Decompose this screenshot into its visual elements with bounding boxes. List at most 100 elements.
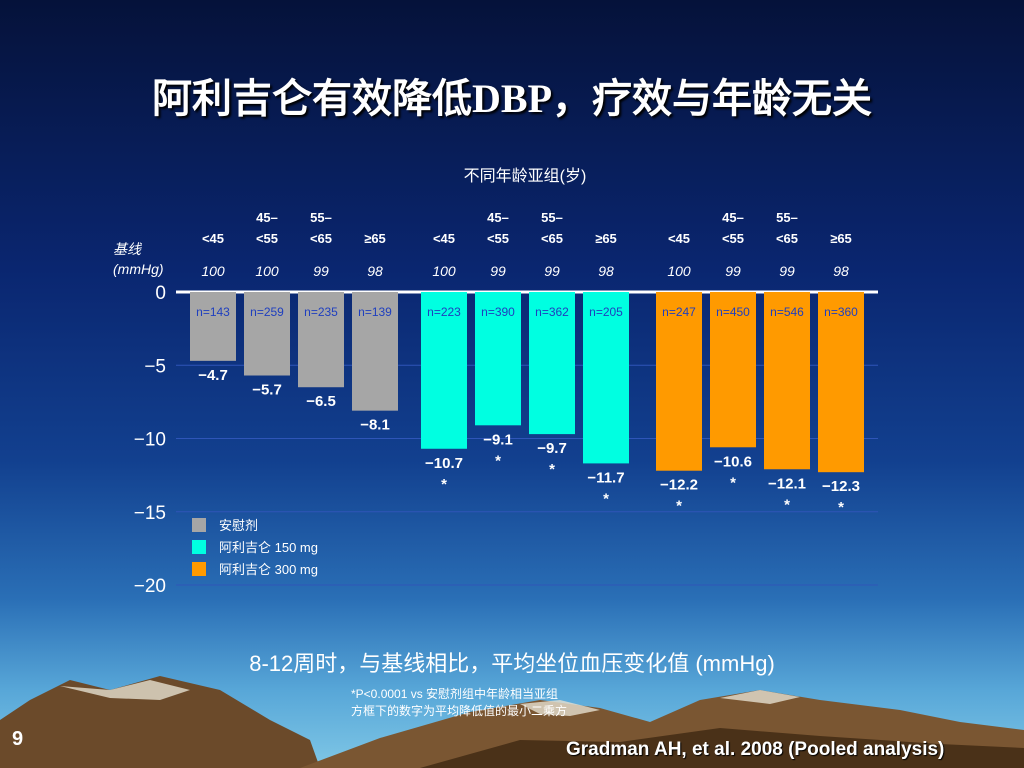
age-group-label: <55 (256, 231, 278, 246)
footnote-line-2: 方框下的数字为平均降低值的最小二乘方 (351, 704, 568, 718)
bar (818, 292, 864, 473)
legend-swatch (192, 562, 206, 576)
age-group-label: <45 (202, 231, 224, 246)
age-group-label: 55– (776, 210, 798, 225)
significance-mark: * (441, 476, 447, 493)
bar (656, 292, 702, 471)
baseline-value: 100 (432, 263, 456, 279)
legend-swatch (192, 518, 206, 532)
baseline-value: 99 (313, 263, 329, 279)
age-group-label: <45 (668, 231, 690, 246)
age-group-label: <65 (776, 231, 798, 246)
value-label: −12.3 (822, 478, 860, 495)
y-tick-label: −15 (134, 503, 166, 524)
baseline-label: 基线 (113, 241, 143, 257)
age-group-label: <55 (487, 231, 509, 246)
bar (352, 292, 398, 411)
baseline-value: 99 (544, 263, 560, 279)
labels-layer: 0 −5 −10 −15 −20 <45 100 n=143 −4.7 45– <55 100 n=25… (134, 210, 860, 597)
significance-mark: * (838, 499, 844, 516)
value-label: −9.7 (537, 440, 567, 457)
legend-label: 阿利吉仑 150 mg (219, 540, 318, 555)
y-tick-label: −5 (144, 356, 166, 377)
legend-label: 阿利吉仑 300 mg (219, 562, 318, 577)
value-label: −10.7 (425, 455, 463, 472)
value-label: −9.1 (483, 431, 513, 448)
citation: Gradman AH, et al. 2008 (Pooled analysis… (566, 739, 945, 760)
bar (298, 292, 344, 388)
legend-label: 安慰剂 (219, 518, 258, 533)
baseline-value: 100 (201, 263, 225, 279)
significance-mark: * (730, 474, 736, 491)
bar (421, 292, 467, 449)
age-group-label: 55– (310, 210, 332, 225)
significance-mark: * (784, 496, 790, 513)
bar (529, 292, 575, 435)
y-tick-label: −20 (134, 576, 166, 597)
age-group-label: <65 (541, 231, 563, 246)
baseline-value: 99 (725, 263, 741, 279)
baseline-value: 98 (367, 263, 383, 279)
significance-mark: * (495, 452, 501, 469)
baseline-value: 98 (598, 263, 614, 279)
bar (764, 292, 810, 470)
n-label: n=362 (535, 305, 569, 319)
grid-layer (176, 290, 878, 586)
footnote: *P<0.0001 vs 安慰剂组中年龄相当亚组 方框下的数字为平均降低值的最小… (351, 686, 567, 720)
age-group-label: <55 (722, 231, 744, 246)
value-label: −4.7 (198, 367, 228, 384)
significance-mark: * (676, 498, 682, 515)
legend-swatch (192, 540, 206, 554)
baseline-value: 100 (667, 263, 691, 279)
baseline-value: 100 (255, 263, 279, 279)
age-group-label: 45– (487, 210, 509, 225)
bar (244, 292, 290, 376)
age-group-label: ≥65 (364, 231, 386, 246)
chart-title: 不同年龄亚组(岁) (464, 167, 587, 185)
n-label: n=205 (589, 305, 623, 319)
age-group-label: <45 (433, 231, 455, 246)
y-tick-label: −10 (134, 430, 166, 451)
age-group-label: 45– (256, 210, 278, 225)
significance-mark: * (603, 490, 609, 507)
value-label: −12.1 (768, 475, 806, 492)
value-label: −6.5 (306, 393, 336, 410)
bar (475, 292, 521, 426)
bar (710, 292, 756, 448)
n-label: n=235 (304, 305, 338, 319)
bar (190, 292, 236, 361)
chart-caption: 8-12周时，与基线相比，平均坐位血压变化值 (mmHg) (249, 651, 775, 676)
baseline-value: 99 (490, 263, 506, 279)
page-number: 9 (12, 728, 24, 750)
age-group-label: 55– (541, 210, 563, 225)
significance-mark: * (549, 461, 555, 478)
value-label: −10.6 (714, 453, 752, 470)
n-label: n=360 (824, 305, 858, 319)
n-label: n=259 (250, 305, 284, 319)
baseline-value: 98 (833, 263, 849, 279)
y-tick-label: 0 (155, 283, 166, 304)
n-label: n=390 (481, 305, 515, 319)
footnote-line-1: *P<0.0001 vs 安慰剂组中年龄相当亚组 (351, 687, 559, 701)
value-label: −8.1 (360, 417, 390, 434)
bar (583, 292, 629, 464)
n-label: n=143 (196, 305, 230, 319)
baseline-unit: (mmHg) (113, 261, 164, 277)
age-group-label: ≥65 (595, 231, 617, 246)
n-label: n=546 (770, 305, 804, 319)
value-label: −5.7 (252, 382, 282, 399)
value-label: −11.7 (587, 469, 624, 486)
age-group-label: ≥65 (830, 231, 852, 246)
n-label: n=247 (662, 305, 696, 319)
baseline-value: 99 (779, 263, 795, 279)
bars-layer (190, 292, 864, 473)
slide-title: 阿利吉仑有效降低DBP，疗效与年龄无关 (152, 76, 872, 121)
n-label: n=450 (716, 305, 750, 319)
age-group-label: 45– (722, 210, 744, 225)
n-label: n=139 (358, 305, 392, 319)
value-label: −12.2 (660, 477, 698, 494)
n-label: n=223 (427, 305, 461, 319)
